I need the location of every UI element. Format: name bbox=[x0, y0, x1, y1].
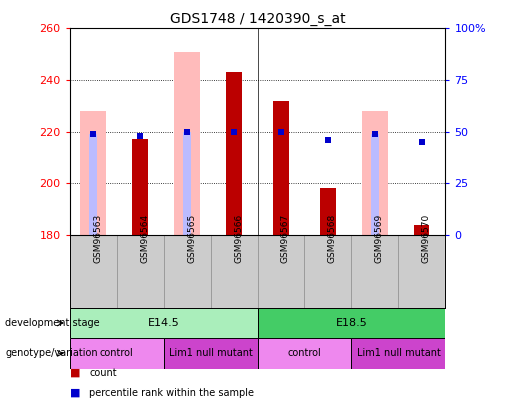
Text: GSM96565: GSM96565 bbox=[187, 214, 196, 263]
Bar bbox=[258, 338, 352, 369]
Bar bbox=[415, 224, 430, 235]
Bar bbox=[70, 308, 258, 338]
Bar bbox=[258, 308, 445, 338]
Text: E14.5: E14.5 bbox=[148, 318, 179, 328]
Text: Lim1 null mutant: Lim1 null mutant bbox=[168, 348, 252, 358]
Text: GSM96566: GSM96566 bbox=[234, 214, 243, 263]
Bar bbox=[227, 72, 242, 235]
Text: GSM96570: GSM96570 bbox=[422, 214, 431, 263]
Bar bbox=[352, 338, 445, 369]
Bar bbox=[164, 338, 258, 369]
Text: GSM96569: GSM96569 bbox=[375, 214, 384, 263]
Bar bbox=[174, 51, 200, 235]
Bar bbox=[132, 139, 147, 235]
Text: genotype/variation: genotype/variation bbox=[5, 348, 98, 358]
Text: GSM96568: GSM96568 bbox=[328, 214, 337, 263]
Bar bbox=[80, 111, 106, 235]
Text: development stage: development stage bbox=[5, 318, 100, 328]
Bar bbox=[70, 338, 164, 369]
Bar bbox=[362, 111, 388, 235]
Title: GDS1748 / 1420390_s_at: GDS1748 / 1420390_s_at bbox=[169, 12, 346, 26]
Bar bbox=[320, 188, 335, 235]
Bar bbox=[183, 132, 191, 235]
Text: GSM96563: GSM96563 bbox=[93, 214, 102, 263]
Text: GSM96567: GSM96567 bbox=[281, 214, 290, 263]
Text: count: count bbox=[89, 368, 117, 377]
Text: GSM96564: GSM96564 bbox=[140, 214, 149, 263]
Text: ■: ■ bbox=[70, 368, 80, 377]
Text: percentile rank within the sample: percentile rank within the sample bbox=[89, 388, 254, 398]
Text: ■: ■ bbox=[70, 388, 80, 398]
Bar bbox=[90, 134, 96, 235]
Text: control: control bbox=[99, 348, 133, 358]
Text: control: control bbox=[287, 348, 321, 358]
Bar bbox=[371, 134, 379, 235]
Bar bbox=[273, 100, 288, 235]
Text: Lim1 null mutant: Lim1 null mutant bbox=[356, 348, 440, 358]
Text: E18.5: E18.5 bbox=[336, 318, 367, 328]
